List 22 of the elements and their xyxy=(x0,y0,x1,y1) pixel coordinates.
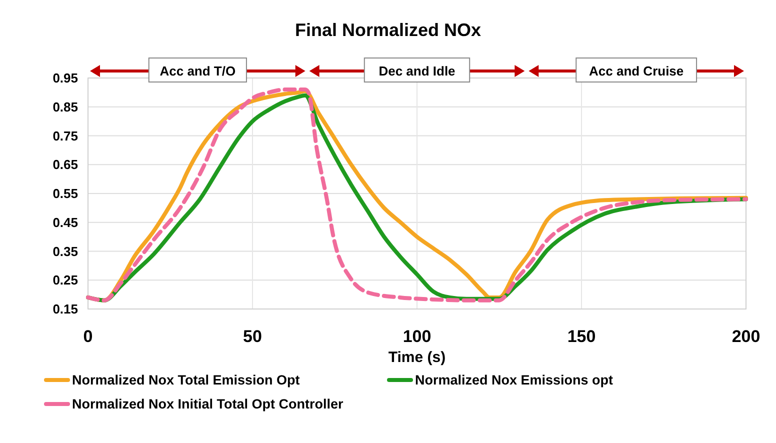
y-tick-label: 0.75 xyxy=(52,128,78,144)
x-tick-label: 200 xyxy=(732,327,760,346)
y-tick-label: 0.25 xyxy=(52,272,78,288)
x-tick-label: 0 xyxy=(83,327,93,346)
y-tick-label: 0.65 xyxy=(52,157,78,172)
x-tick-label: 50 xyxy=(243,327,262,346)
y-tick-label: 0.55 xyxy=(52,186,78,202)
y-tick-label: 0.45 xyxy=(52,214,78,230)
legend-label: Normalized Nox Initial Total Opt Controller xyxy=(72,396,344,412)
y-tick-label: 0.35 xyxy=(52,244,78,259)
annotation: Dec and Idle xyxy=(378,64,456,79)
y-tick-label: 0.85 xyxy=(52,99,78,114)
x-tick-label: 150 xyxy=(567,327,596,346)
chart-title: Final Normalized NOx xyxy=(294,20,482,40)
y-tick-label: 0.95 xyxy=(52,70,78,86)
x-axis-title: Time (s) xyxy=(388,349,446,366)
legend-label: Normalized Nox Emissions opt xyxy=(415,372,614,388)
legend-label: Normalized Nox Total Emission Opt xyxy=(72,372,300,388)
annotation: Acc and Cruise xyxy=(589,64,684,79)
y-tick-label: 0.15 xyxy=(52,302,78,317)
x-tick-label: 100 xyxy=(402,327,432,346)
annotation: Acc and T/O xyxy=(160,64,236,79)
